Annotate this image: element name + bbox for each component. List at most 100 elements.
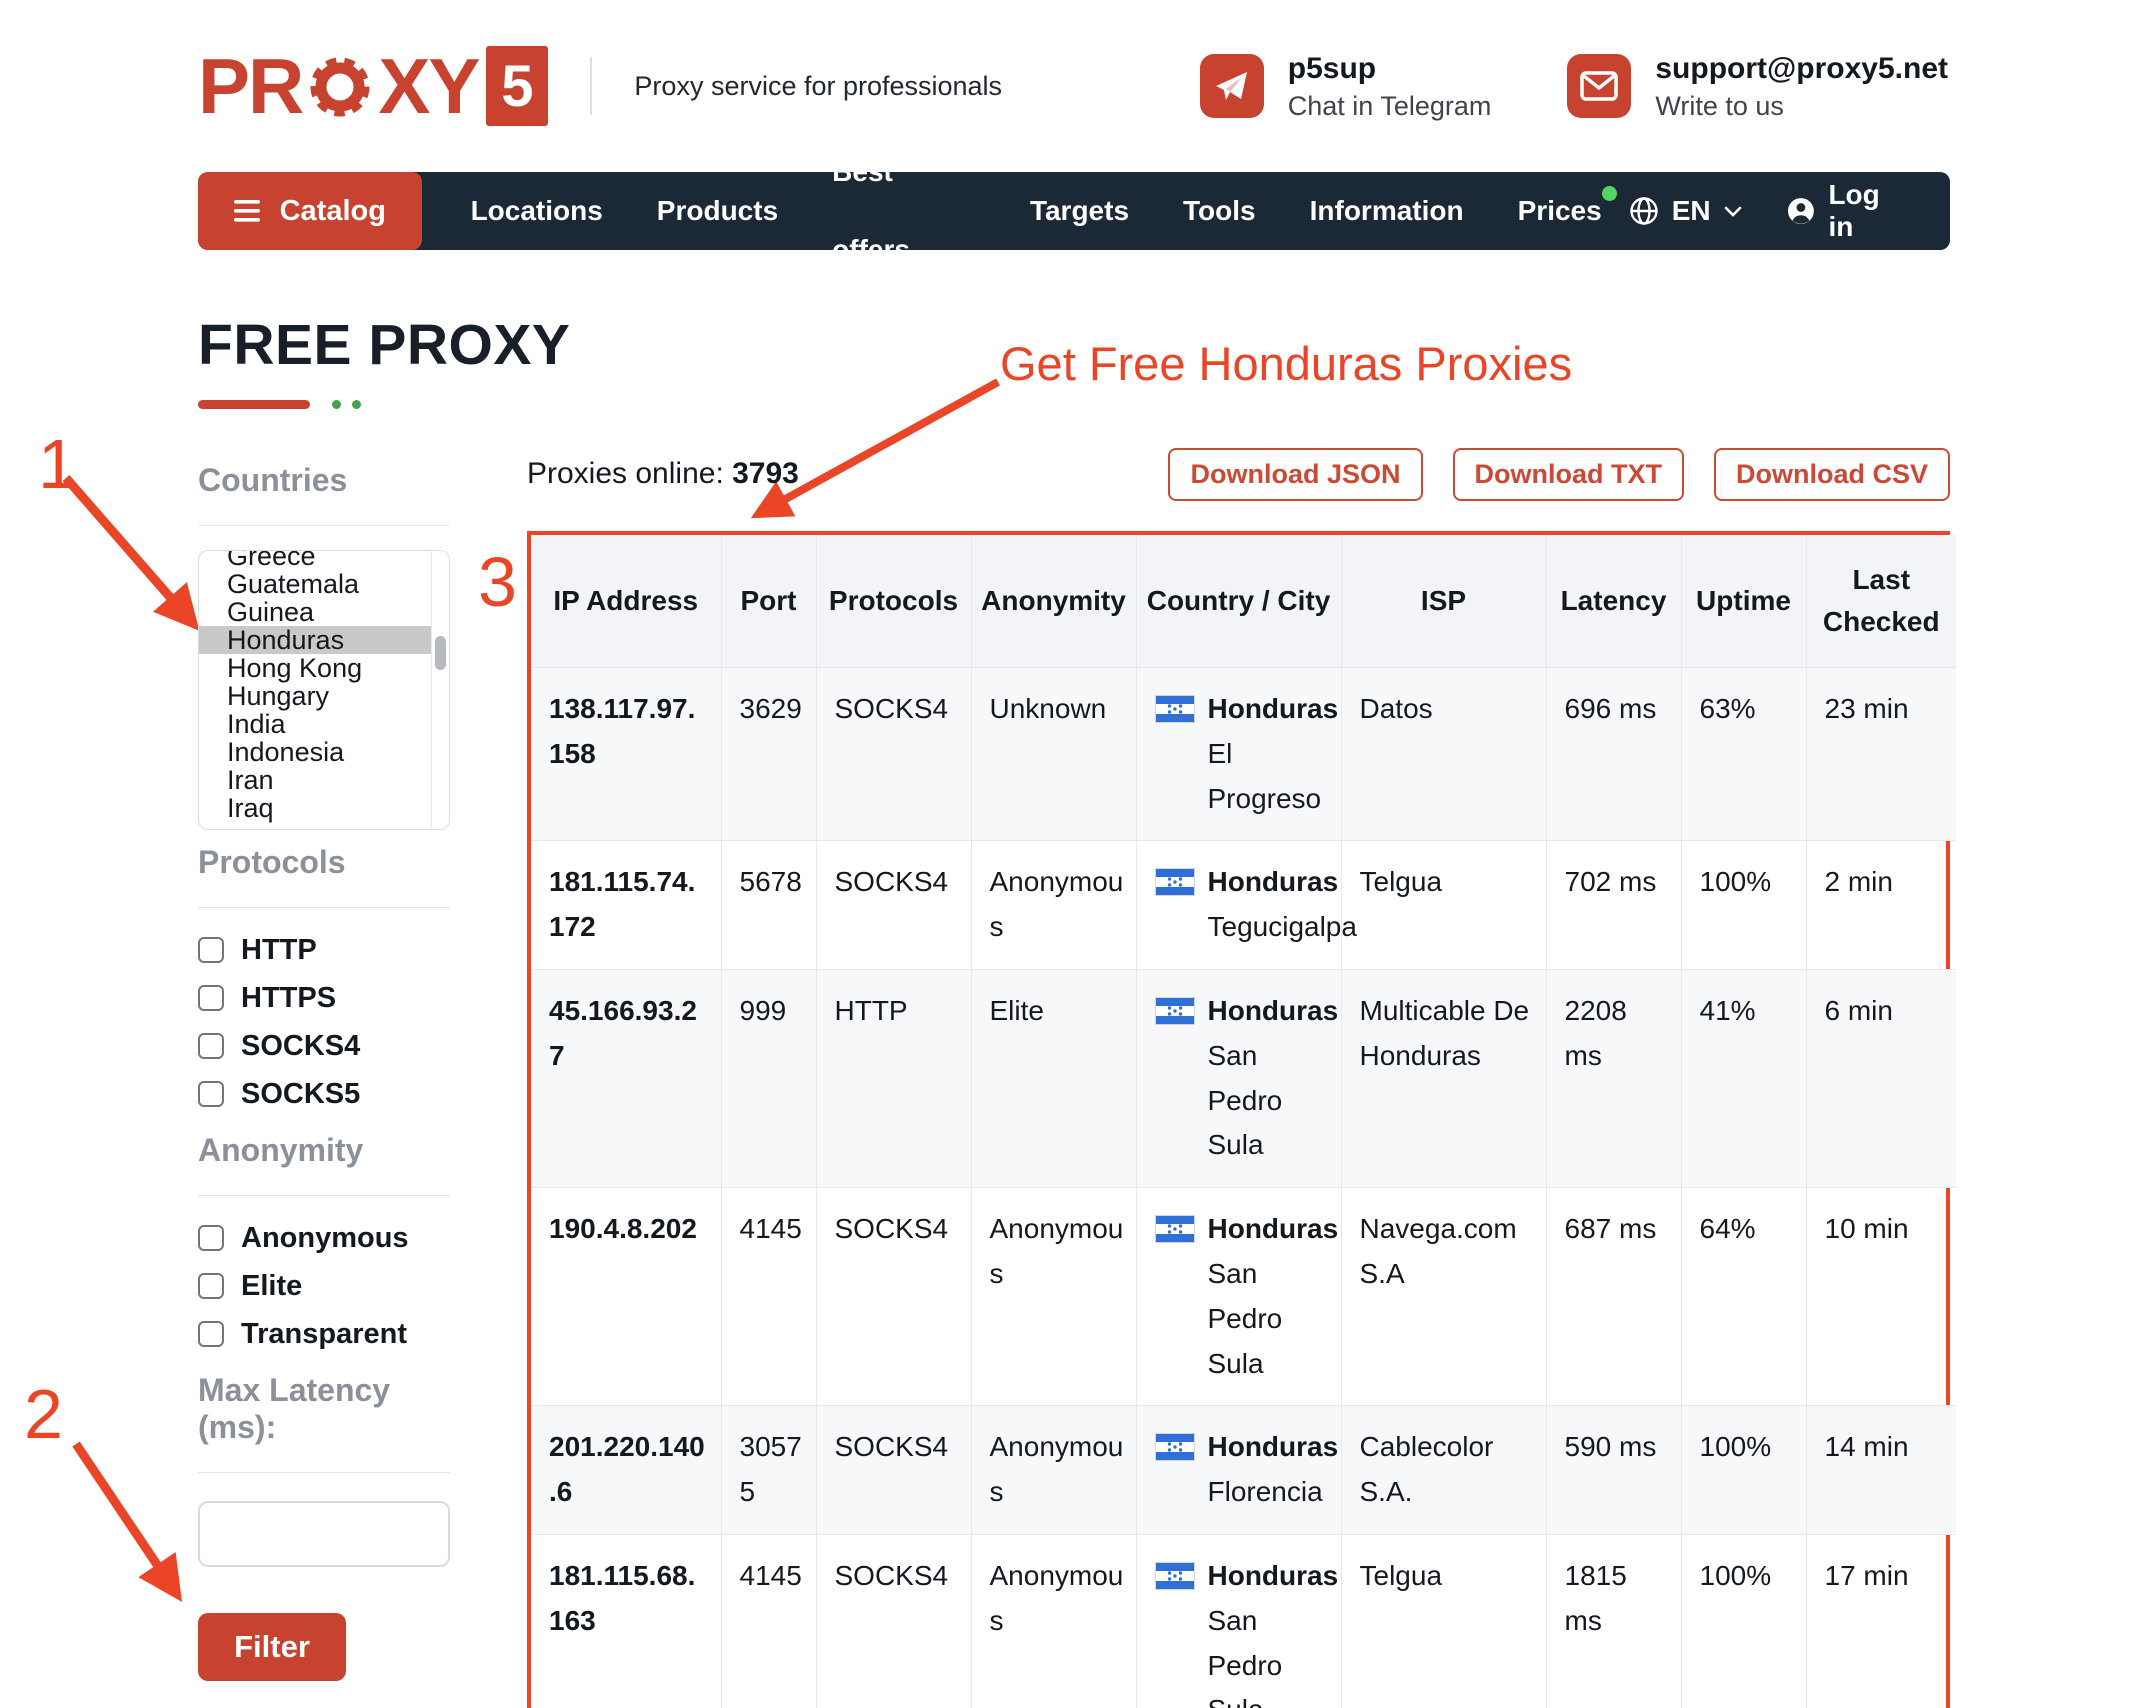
page-title: FREE PROXY [198,313,571,377]
cell-ip-address[interactable]: 201.220.140.6 [531,1405,722,1535]
proxy-table: IP Address Port Protocols Anonymity Country … [531,535,1956,1708]
cell-ip-address[interactable]: 138.117.97.158 [531,666,722,841]
cell-protocol: SOCKS4 [816,1533,972,1708]
globe-icon [1630,197,1658,225]
checkbox-anonymous[interactable] [198,1225,224,1251]
divider [198,525,450,526]
cell-uptime: 64% [1681,1187,1807,1406]
checkbox-socks4[interactable] [198,1033,224,1059]
download-buttons: Download JSON Download TXT Download CSV [1168,448,1950,501]
country-option-honduras[interactable]: Honduras [199,626,449,654]
logo-text-pre: PR [198,41,304,130]
checkbox-https[interactable] [198,985,224,1011]
checkbox-label-socks4: SOCKS4 [241,1029,361,1062]
cell-protocol: SOCKS4 [816,666,972,841]
language-selector[interactable]: EN [1629,195,1742,227]
cell-uptime: 41% [1681,968,1807,1188]
country-option-iraq[interactable]: Iraq [227,793,274,823]
cell-latency: 702 ms [1546,840,1682,970]
table-row: 45.166.93.27 999 HTTP Elite Honduras San Pedr… [531,968,1956,1188]
country-option-guatemala[interactable]: Guatemala [227,569,360,599]
honduras-flag-icon [1154,1433,1195,1462]
country-option-guinea[interactable]: Guinea [227,597,315,627]
nav-item-locations[interactable]: Locations [470,195,603,226]
country-listbox[interactable]: Greece Guatemala Guinea Honduras Hong Kong Hu… [198,550,450,830]
nav-item-information[interactable]: Information [1309,195,1464,226]
cell-isp: Navega.com S.A [1341,1187,1547,1406]
nav-item-prices[interactable]: Prices [1491,172,1629,250]
proxy5-logo[interactable]: PR XY 5 [198,41,549,132]
country-option-iran[interactable]: Iran [227,765,274,795]
mail-icon[interactable] [1567,54,1632,118]
country-name: Honduras [1207,1213,1339,1245]
table-row: 181.115.68.163 4145 SOCKS4 Anonymous Hondura… [531,1533,1956,1708]
cell-protocol: HTTP [816,968,972,1188]
catalog-button[interactable]: Catalog [198,172,422,250]
checkbox-http[interactable] [198,937,224,963]
cell-ip-address[interactable]: 190.4.8.202 [531,1187,722,1406]
annotation-step-2: 2 [24,1375,63,1453]
cell-anonymity: Anonymous [971,840,1137,970]
divider [198,1472,450,1473]
country-option-india[interactable]: India [227,709,286,739]
checkbox-transparent[interactable] [198,1321,224,1347]
support-email[interactable]: support@proxy5.net [1655,52,1948,86]
checkbox-row-elite[interactable]: Elite [198,1262,450,1310]
city-name: Florencia [1207,1476,1323,1508]
protocol-checkboxes: HTTP HTTPS SOCKS4 SOCKS5 [198,926,450,1118]
checkbox-row-socks4[interactable]: SOCKS4 [198,1022,450,1070]
checkbox-row-anonymous[interactable]: Anonymous [198,1214,450,1262]
download-txt-button[interactable]: Download TXT [1452,448,1684,501]
country-name: Honduras [1207,1559,1339,1591]
user-icon [1787,198,1814,224]
cell-ip-address[interactable]: 45.166.93.27 [531,968,722,1188]
cell-port: 30575 [721,1405,817,1535]
cell-protocol: SOCKS4 [816,1405,972,1535]
country-option-hong-kong[interactable]: Hong Kong [227,653,363,683]
checkbox-row-http[interactable]: HTTP [198,926,450,974]
honduras-flag-icon [1154,868,1195,897]
col-header-port: Port [721,535,817,668]
city-name: Tegucigalpa [1207,911,1357,943]
cell-port: 4145 [721,1187,817,1406]
telegram-icon[interactable] [1199,54,1264,118]
nav-item-targets[interactable]: Targets [1029,195,1130,226]
nav-item-tools[interactable]: Tools [1183,195,1256,226]
checkbox-label-elite: Elite [241,1269,303,1302]
checkbox-socks5[interactable] [198,1081,224,1107]
cell-ip-address[interactable]: 181.115.68.163 [531,1533,722,1708]
proxies-online-status: Proxies online: 3793 [527,448,799,491]
scrollbar-thumb[interactable] [435,636,446,670]
nav-item-products[interactable]: Products [656,195,779,226]
checkbox-elite[interactable] [198,1273,224,1299]
accent-bar [198,400,310,409]
cell-ip-address[interactable]: 181.115.74.172 [531,840,722,970]
country-option-hungary[interactable]: Hungary [227,681,330,711]
country-option-indonesia[interactable]: Indonesia [227,737,345,767]
telegram-handle[interactable]: p5sup [1287,52,1377,86]
download-json-button[interactable]: Download JSON [1168,448,1423,501]
country-list-scrollbar[interactable] [431,551,449,829]
table-row: 181.115.74.172 5678 SOCKS4 Anonymous Hondura… [531,840,1956,970]
checkbox-row-https[interactable]: HTTPS [198,974,450,1022]
telegram-contact[interactable]: p5sup Chat in Telegram [1199,50,1491,122]
max-latency-input[interactable] [198,1501,450,1567]
cell-country-city: Honduras Florencia [1136,1405,1342,1535]
cell-anonymity: Anonymous [971,1187,1137,1406]
checkbox-row-transparent[interactable]: Transparent [198,1310,450,1358]
nav-item-best-offers[interactable]: Best offers [832,156,910,265]
cell-country-city: Honduras Tegucigalpa [1136,840,1357,970]
login-button[interactable]: Log in [1786,179,1912,243]
cell-isp: Telgua [1341,1533,1547,1708]
chevron-down-icon [1724,206,1741,217]
download-csv-button[interactable]: Download CSV [1713,448,1950,501]
city-name: San Pedro Sula [1207,1257,1283,1379]
proxies-online-count: 3793 [732,457,799,490]
cell-port: 4145 [721,1533,817,1708]
country-option-greece[interactable]: Greece [227,550,316,571]
checkbox-row-socks5[interactable]: SOCKS5 [198,1070,450,1118]
accent-dot [352,400,361,409]
email-contact[interactable]: support@proxy5.net Write to us [1567,50,1948,122]
filter-button[interactable]: Filter [198,1613,346,1681]
main-content: Proxies online: 3793 Download JSON Downlo… [527,448,1956,1708]
